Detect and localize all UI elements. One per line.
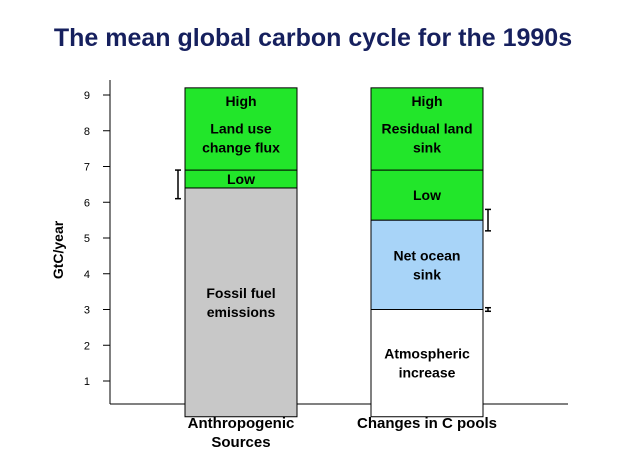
bar-segment	[184, 187, 298, 418]
bar-segment	[184, 87, 298, 171]
bar-segment	[370, 219, 484, 310]
bar-segment	[370, 169, 484, 221]
y-axis-label: GtC/year	[50, 220, 66, 279]
y-tick-label: 7	[84, 162, 90, 174]
segment-label: High	[225, 93, 256, 109]
segment-label: Low	[227, 171, 255, 187]
y-tick-label: 2	[84, 340, 90, 352]
segment-label: Net ocean	[394, 247, 461, 263]
segment-label: Land use	[210, 120, 272, 136]
y-tick-label: 8	[84, 126, 90, 138]
segment-label: Fossil fuel	[206, 285, 275, 301]
bar-segment	[370, 309, 484, 418]
segment-label: change flux	[202, 139, 280, 155]
chart-title: The mean global carbon cycle for the 199…	[53, 24, 573, 52]
segment-label: sink	[413, 266, 441, 282]
y-tick-label: 6	[84, 197, 90, 209]
category-label: Sources	[211, 434, 270, 451]
y-tick-label: 3	[84, 305, 90, 317]
y-tick-label: 1	[84, 376, 90, 388]
segment-label: Low	[413, 187, 441, 203]
segment-label: increase	[399, 365, 456, 381]
segment-label: Atmospheric	[384, 346, 470, 362]
segment-label: emissions	[207, 304, 276, 320]
y-tick-label: 4	[84, 269, 90, 281]
segment-label: Residual land	[381, 120, 472, 136]
segment-label: sink	[413, 139, 441, 155]
bar-segment	[370, 87, 484, 171]
category-label: Changes in C pools	[357, 415, 497, 432]
segment-label: High	[411, 93, 442, 109]
y-tick-label: 5	[84, 233, 90, 245]
y-tick-label: 9	[84, 90, 90, 102]
category-label: Anthropogenic	[188, 415, 295, 432]
